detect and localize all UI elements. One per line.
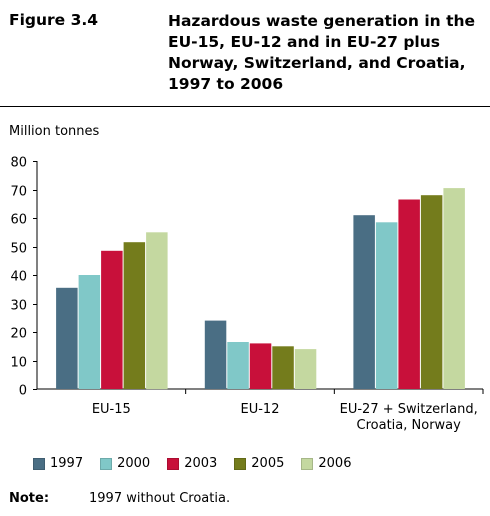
legend-label: 2000 [117, 456, 151, 471]
y-tick-label: 70 [10, 185, 27, 200]
y-tick-label: 40 [10, 270, 27, 285]
bar-2000-2 [375, 222, 398, 389]
y-tick: 0 [19, 384, 37, 399]
y-tick: 40 [10, 270, 37, 285]
y-tick: 10 [10, 356, 37, 371]
legend: 1997 2000 2003 2005 2006 [33, 456, 368, 471]
y-tick: 60 [10, 213, 37, 228]
y-tick-label: 10 [10, 356, 27, 371]
bar-2000-1 [227, 342, 249, 389]
y-tick-label: 0 [19, 384, 27, 399]
legend-label: 2005 [251, 456, 285, 471]
bar-2006-2 [443, 188, 465, 389]
legend-swatch [33, 457, 45, 470]
bar-2005-2 [420, 195, 443, 389]
y-tick-label: 50 [10, 242, 27, 257]
bar-2003-1 [249, 343, 272, 389]
y-tick-label: 30 [10, 299, 27, 314]
bar-2006-1 [294, 349, 317, 389]
legend-swatch [167, 457, 180, 470]
legend-item-2000: 2000 [100, 456, 150, 471]
figure-title: Hazardous waste generation in the EU-15,… [168, 12, 476, 93]
bar-2005-0 [123, 242, 146, 389]
legend-swatch [100, 457, 113, 470]
bar-1997-2 [353, 215, 375, 389]
legend-item-2006: 2006 [301, 456, 351, 471]
category-label: EU-27 + Switzerland, [340, 402, 478, 417]
y-tick: 70 [10, 185, 37, 200]
bar-1997-1 [204, 320, 227, 389]
bar-2005-1 [272, 346, 294, 390]
legend-item-1997: 1997 [33, 456, 83, 471]
axes: 0 10 20 30 40 50 60 70 80 [10, 156, 484, 399]
y-tick-label: 80 [10, 156, 27, 171]
category-label: EU-15 [92, 402, 131, 417]
note-label: Note: [9, 491, 50, 506]
legend-item-2003: 2003 [167, 456, 217, 471]
title-divider [0, 106, 490, 107]
y-tick: 80 [10, 156, 37, 171]
legend-label: 2006 [318, 456, 352, 471]
bar-1997-0 [56, 287, 78, 389]
note-text: 1997 without Croatia. [89, 491, 231, 506]
legend-swatch [301, 457, 314, 470]
note: Note: 1997 without Croatia. [9, 491, 230, 506]
y-tick-label: 20 [10, 327, 27, 342]
bar-2003-0 [101, 250, 123, 389]
y-axis-label: Million tonnes [9, 124, 100, 139]
legend-label: 1997 [50, 456, 84, 471]
legend-label: 2003 [184, 456, 218, 471]
figure-label: Figure 3.4 [9, 11, 99, 29]
y-tick: 30 [10, 299, 37, 314]
bars [56, 188, 465, 390]
y-tick-label: 60 [10, 213, 27, 228]
y-tick: 50 [10, 242, 37, 257]
bar-2003-2 [398, 199, 420, 389]
bar-chart: 0 10 20 30 40 50 60 70 80 EU-15 EU-12 EU-27 + Swit… [10, 156, 484, 433]
category-labels: EU-15 EU-12 EU-27 + Switzerland,Croatia, N… [92, 402, 478, 433]
bar-2006-0 [146, 232, 168, 390]
category-label: Croatia, Norway [357, 418, 462, 433]
category-label: EU-12 [241, 402, 280, 417]
bar-2000-0 [78, 275, 101, 389]
legend-item-2005: 2005 [234, 456, 284, 471]
legend-swatch [234, 457, 247, 470]
y-tick: 20 [10, 327, 37, 342]
